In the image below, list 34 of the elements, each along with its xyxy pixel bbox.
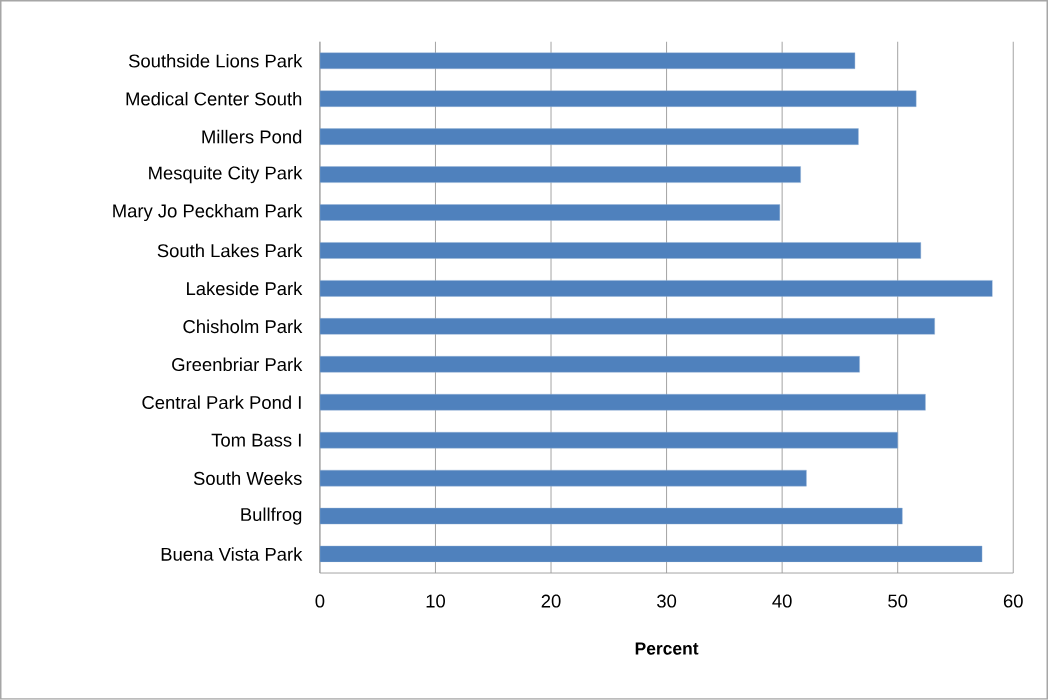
bar	[319, 128, 859, 145]
bar	[319, 52, 856, 70]
y-tick-label: Tom Bass I	[211, 433, 301, 447]
bar	[319, 204, 781, 221]
y-tick-label: Lakeside Park	[187, 281, 303, 296]
bar	[319, 318, 935, 335]
y-tick-label: Southside Lions Park	[128, 54, 303, 68]
y-tick-label: Buena Vista Park	[161, 547, 303, 561]
y-tick-label: Millers Pond	[202, 129, 302, 144]
y-tick-label: Mesquite City Park	[149, 166, 303, 184]
y-tick-label: Bullfrog	[241, 507, 302, 525]
y-tick-label: Mary Jo Peckham Park	[113, 204, 303, 222]
bar	[319, 280, 993, 297]
y-tick-label: Chisholm Park	[183, 319, 303, 334]
x-tick-label: 40	[772, 594, 792, 608]
bar	[319, 356, 860, 373]
x-tick-label: 20	[541, 594, 561, 608]
x-tick-label: 30	[657, 594, 677, 608]
y-tick-label: South Lakes Park	[157, 243, 303, 258]
bar	[319, 90, 917, 107]
bar	[319, 394, 926, 411]
x-tick-label: 0	[315, 594, 325, 608]
y-tick-label: South Weeks	[193, 471, 302, 486]
x-tick-label: 60	[1003, 594, 1023, 608]
x-tick-label: 50	[888, 594, 908, 608]
bar	[319, 470, 807, 487]
bar	[319, 432, 898, 449]
y-tick-label: Greenbriar Park	[172, 357, 303, 372]
y-tick-label: Medical Center South	[126, 91, 302, 106]
bar	[319, 166, 801, 183]
y-tick-label: Central Park Pond I	[142, 395, 301, 410]
bar	[319, 242, 921, 259]
x-axis-title: Percent	[635, 642, 699, 655]
x-tick-label: 10	[426, 594, 445, 608]
